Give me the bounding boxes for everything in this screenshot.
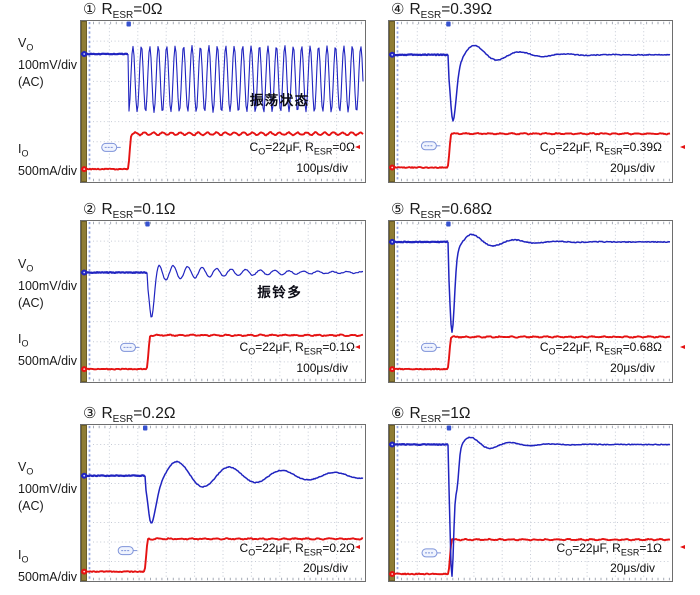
panel-index: ⑥ — [391, 405, 405, 422]
panel-title: ② RESR=0.1Ω — [83, 201, 176, 222]
scope-caption: CO=22μF, RESR=0Ω 100μs/div — [250, 139, 355, 175]
scope-caption: CO=22μF, RESR=1Ω 20μs/div — [557, 540, 662, 576]
trigger-level-marker — [680, 145, 685, 150]
caption-conditions: CO=22μF, RESR=0.68Ω — [539, 340, 662, 357]
vo-coupling: (AC) — [18, 295, 44, 310]
scope-caption: CO=22μF, RESR=0.39Ω 20μs/div — [540, 139, 662, 175]
panel-index: ⑤ — [391, 201, 405, 218]
caption-conditions: CO=22μF, RESR=0.39Ω — [539, 140, 662, 157]
io-axis-label: IO 500mA/div — [18, 141, 80, 180]
scope-screen: CO=22μF, RESR=1Ω 20μs/div — [388, 424, 685, 582]
scope-plot — [389, 221, 671, 382]
io-axis-label: IO 500mA/div — [18, 547, 80, 586]
scope-caption: CO=22μF, RESR=0.2Ω 20μs/div — [240, 540, 355, 576]
scope-panel-1: ① RESR=0Ω 振荡状态 CO=22μF, RESR=0Ω 100μs/div — [80, 0, 366, 183]
caption-conditions: CO=22μF, RESR=0.2Ω — [239, 540, 355, 558]
io-symbol: IO — [18, 332, 29, 349]
timebase-label: 100μs/div — [296, 160, 348, 175]
io-scale: 500mA/div — [18, 569, 78, 584]
scope-panel-6: ⑥ RESR=1Ω CO=22μF, RESR=1Ω 20μs/div — [388, 404, 685, 582]
trigger-level-marker — [355, 345, 360, 350]
vo-scale: 100mV/div — [18, 57, 78, 72]
scope-caption: CO=22μF, RESR=0.68Ω 20μs/div — [540, 339, 662, 375]
vo-axis-label: VO 100mV/div (AC) — [18, 459, 80, 515]
panel-title: ④ RESR=0.39Ω — [391, 1, 493, 22]
waveform-annotation: 振铃多 — [257, 284, 303, 300]
trigger-level-marker — [680, 545, 685, 550]
panel-title: ⑥ RESR=1Ω — [391, 405, 471, 426]
vo-coupling: (AC) — [18, 74, 44, 89]
scope-screen: 振荡状态 CO=22μF, RESR=0Ω 100μs/div — [80, 20, 366, 183]
caption-conditions: CO=22μF, RESR=0.1Ω — [239, 340, 355, 357]
scope-screen: CO=22μF, RESR=0.68Ω 20μs/div — [388, 220, 685, 383]
scope-panel-4: ④ RESR=0.39Ω CO=22μF, RESR=0.39Ω 20μs/div — [388, 0, 685, 183]
vo-symbol: VO — [18, 460, 34, 477]
timebase-label: 20μs/div — [610, 360, 655, 375]
scope-panel-5: ⑤ RESR=0.68Ω CO=22μF, RESR=0.68Ω 20μs/div — [388, 200, 685, 383]
vo-scale: 100mV/div — [18, 481, 78, 496]
io-symbol: IO — [18, 548, 29, 565]
trigger-level-marker — [680, 345, 685, 350]
panel-index: ③ — [83, 405, 97, 422]
scope-plot — [389, 425, 671, 581]
trigger-level-marker — [355, 145, 360, 150]
timebase-label: 100μs/div — [296, 360, 348, 375]
scope-caption: CO=22μF, RESR=0.1Ω 100μs/div — [240, 339, 355, 375]
scope-panel-2: ② RESR=0.1Ω 振铃多 CO=22μF, RESR=0.1Ω 100μs/… — [80, 200, 366, 383]
vo-axis-label: VO 100mV/div (AC) — [18, 256, 80, 312]
scope-plot — [389, 21, 671, 182]
vo-symbol: VO — [18, 36, 34, 53]
io-scale: 500mA/div — [18, 353, 78, 368]
vo-symbol: VO — [18, 257, 34, 274]
panel-title: ③ RESR=0.2Ω — [83, 405, 176, 426]
panel-index: ④ — [391, 1, 405, 18]
timebase-label: 20μs/div — [610, 561, 655, 576]
vo-scale: 100mV/div — [18, 278, 78, 293]
scope-plot — [81, 425, 364, 581]
io-scale: 500mA/div — [18, 163, 78, 178]
panel-index: ① — [83, 1, 97, 18]
scope-screen: CO=22μF, RESR=0.39Ω 20μs/div — [388, 20, 685, 183]
scope-panel-3: ③ RESR=0.2Ω CO=22μF, RESR=0.2Ω 20μs/div — [80, 404, 366, 582]
scope-plot — [81, 21, 364, 182]
timebase-label: 20μs/div — [610, 160, 655, 175]
io-axis-label: IO 500mA/div — [18, 331, 80, 370]
io-symbol: IO — [18, 142, 29, 159]
panel-index: ② — [83, 201, 97, 218]
waveform-annotation: 振荡状态 — [249, 92, 310, 108]
vo-coupling: (AC) — [18, 498, 44, 513]
panel-title: ⑤ RESR=0.68Ω — [391, 201, 493, 222]
vo-axis-label: VO 100mV/div (AC) — [18, 35, 80, 91]
caption-conditions: CO=22μF, RESR=0Ω — [249, 140, 355, 157]
scope-plot — [81, 221, 364, 382]
scope-screen: CO=22μF, RESR=0.2Ω 20μs/div — [80, 424, 366, 582]
panel-title: ① RESR=0Ω — [83, 1, 163, 22]
scope-screen: 振铃多 CO=22μF, RESR=0.1Ω 100μs/div — [80, 220, 366, 383]
timebase-label: 20μs/div — [303, 561, 348, 576]
trigger-level-marker — [355, 545, 360, 550]
caption-conditions: CO=22μF, RESR=1Ω — [556, 540, 662, 558]
